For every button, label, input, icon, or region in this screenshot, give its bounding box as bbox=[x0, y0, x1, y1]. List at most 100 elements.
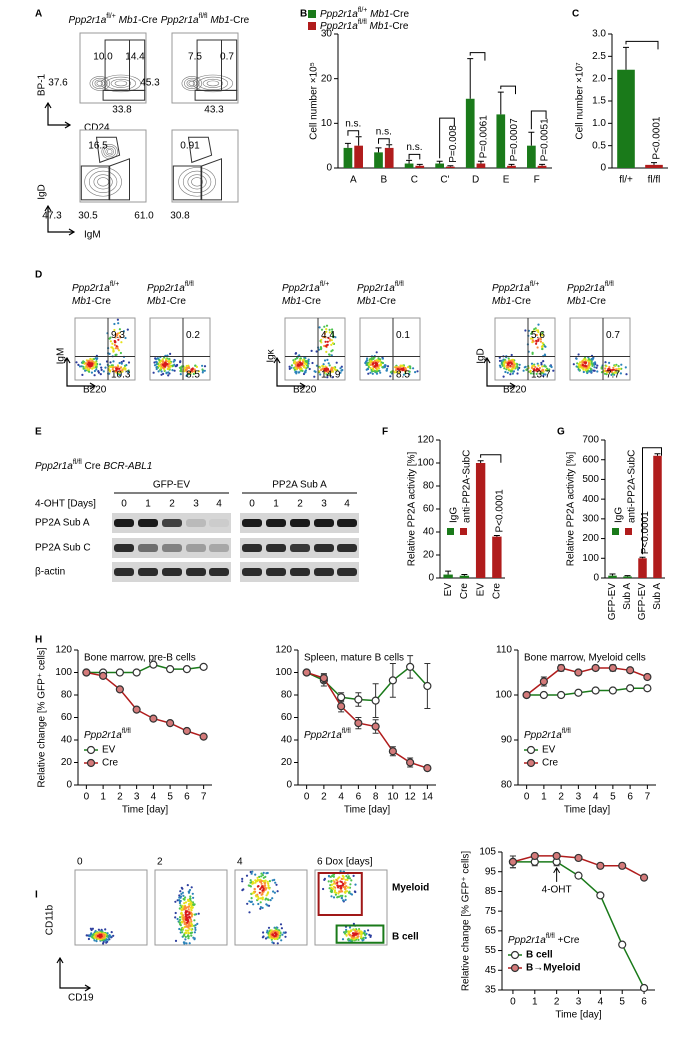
flow-event bbox=[498, 359, 502, 362]
flow-event bbox=[402, 373, 405, 376]
x-tick-label: 1 bbox=[541, 792, 547, 803]
genotype-header: Mb1-Cre bbox=[282, 296, 321, 307]
marker bbox=[302, 668, 311, 677]
flow-event bbox=[194, 928, 197, 932]
flow-event bbox=[535, 333, 538, 337]
flow-event bbox=[155, 367, 158, 371]
flow-event bbox=[260, 872, 263, 875]
flow-event bbox=[320, 341, 323, 344]
flow-event bbox=[360, 932, 363, 935]
flow-event bbox=[251, 892, 254, 895]
flow-event bbox=[322, 887, 325, 891]
x-tick-label: C bbox=[411, 175, 418, 186]
gate-frequency: 0.7 bbox=[220, 52, 234, 63]
flow-event bbox=[589, 367, 592, 370]
flow-event bbox=[114, 347, 117, 350]
x-tick-label: 4 bbox=[598, 997, 604, 1008]
y-tick-label: 40 bbox=[423, 527, 435, 538]
y-axis-label: Cell number ×10⁵ bbox=[309, 62, 320, 140]
flow-event bbox=[340, 881, 343, 884]
quadrant-frequency: 8.5 bbox=[396, 370, 410, 381]
flow-event bbox=[537, 331, 540, 334]
y-tick-label: 1.0 bbox=[592, 118, 606, 129]
flow-event bbox=[189, 895, 192, 898]
flow-event bbox=[367, 367, 370, 371]
bar bbox=[476, 163, 486, 168]
y-tick-label: 0 bbox=[286, 780, 292, 791]
flow-event bbox=[400, 368, 403, 371]
flow-event bbox=[91, 358, 94, 361]
contour bbox=[110, 78, 132, 88]
marker bbox=[199, 662, 208, 671]
bar bbox=[404, 163, 414, 168]
flow-event bbox=[259, 888, 262, 891]
group-label: GFP-EV bbox=[153, 480, 191, 491]
y-tick-label: 120 bbox=[275, 645, 292, 656]
quadrant-frequency: 0.1 bbox=[396, 330, 410, 341]
flow-event bbox=[118, 334, 121, 338]
gate bbox=[201, 158, 222, 201]
flow-event bbox=[105, 935, 108, 938]
gate-frequency: 7.5 bbox=[188, 52, 202, 63]
flow-event bbox=[540, 345, 544, 348]
flow-event bbox=[344, 890, 347, 893]
arrow-head bbox=[63, 356, 97, 390]
flow-event bbox=[315, 364, 318, 367]
error-bar bbox=[539, 163, 546, 166]
flow-event bbox=[328, 364, 331, 367]
flow-event bbox=[524, 329, 527, 332]
significance-label: P<0.0001 bbox=[495, 489, 506, 533]
error-bar bbox=[639, 556, 646, 559]
x-tick-label: 0 bbox=[524, 792, 530, 803]
flow-event bbox=[262, 876, 265, 879]
legend-title: Ppp2r1afl/fl +Cre bbox=[508, 933, 580, 945]
y-tick-label: 110 bbox=[496, 645, 512, 656]
flow-event bbox=[352, 874, 355, 878]
legend-marker bbox=[510, 950, 520, 960]
flow-event bbox=[190, 368, 193, 371]
flow-event bbox=[539, 371, 542, 374]
gate-frequency: 37.6 bbox=[48, 78, 68, 89]
flow-event bbox=[165, 358, 168, 361]
blot-band bbox=[114, 568, 134, 576]
flow-event bbox=[587, 362, 591, 365]
flow-event bbox=[324, 340, 327, 343]
contour bbox=[92, 77, 108, 89]
flow-event bbox=[583, 364, 586, 367]
y-tick-label: 400 bbox=[582, 494, 599, 505]
flow-event bbox=[201, 364, 204, 367]
flow-event bbox=[258, 891, 261, 894]
blot-band bbox=[242, 544, 262, 552]
flow-event bbox=[350, 879, 353, 882]
blot-band bbox=[162, 568, 182, 576]
flow-event bbox=[536, 362, 539, 365]
flow-event bbox=[178, 927, 181, 931]
flow-event bbox=[123, 364, 127, 367]
flow-event bbox=[256, 876, 259, 879]
flow-event bbox=[539, 333, 542, 336]
flow-event bbox=[262, 935, 265, 938]
flow-event bbox=[108, 352, 111, 355]
flow-event bbox=[544, 368, 548, 372]
flow-event bbox=[99, 363, 102, 366]
y-tick-label: 40 bbox=[281, 735, 293, 746]
genotype-header: Ppp2r1afl/fl bbox=[147, 281, 194, 293]
flow-event bbox=[192, 936, 195, 939]
flow-event bbox=[328, 331, 331, 334]
blot-band bbox=[138, 544, 158, 552]
flow-event bbox=[595, 366, 598, 369]
flow-event bbox=[584, 362, 587, 365]
contour bbox=[107, 149, 113, 155]
row-label: PP2A Sub C bbox=[35, 543, 91, 554]
flow-event bbox=[409, 367, 412, 370]
flow-event bbox=[326, 340, 329, 343]
marker bbox=[574, 853, 583, 863]
flow-event bbox=[190, 915, 193, 918]
flow-event bbox=[357, 938, 360, 942]
contour bbox=[93, 174, 113, 190]
flow-event bbox=[350, 934, 353, 937]
flow-event bbox=[183, 366, 186, 370]
flow-event bbox=[543, 365, 546, 368]
marker bbox=[388, 747, 397, 756]
flow-event bbox=[322, 365, 325, 368]
